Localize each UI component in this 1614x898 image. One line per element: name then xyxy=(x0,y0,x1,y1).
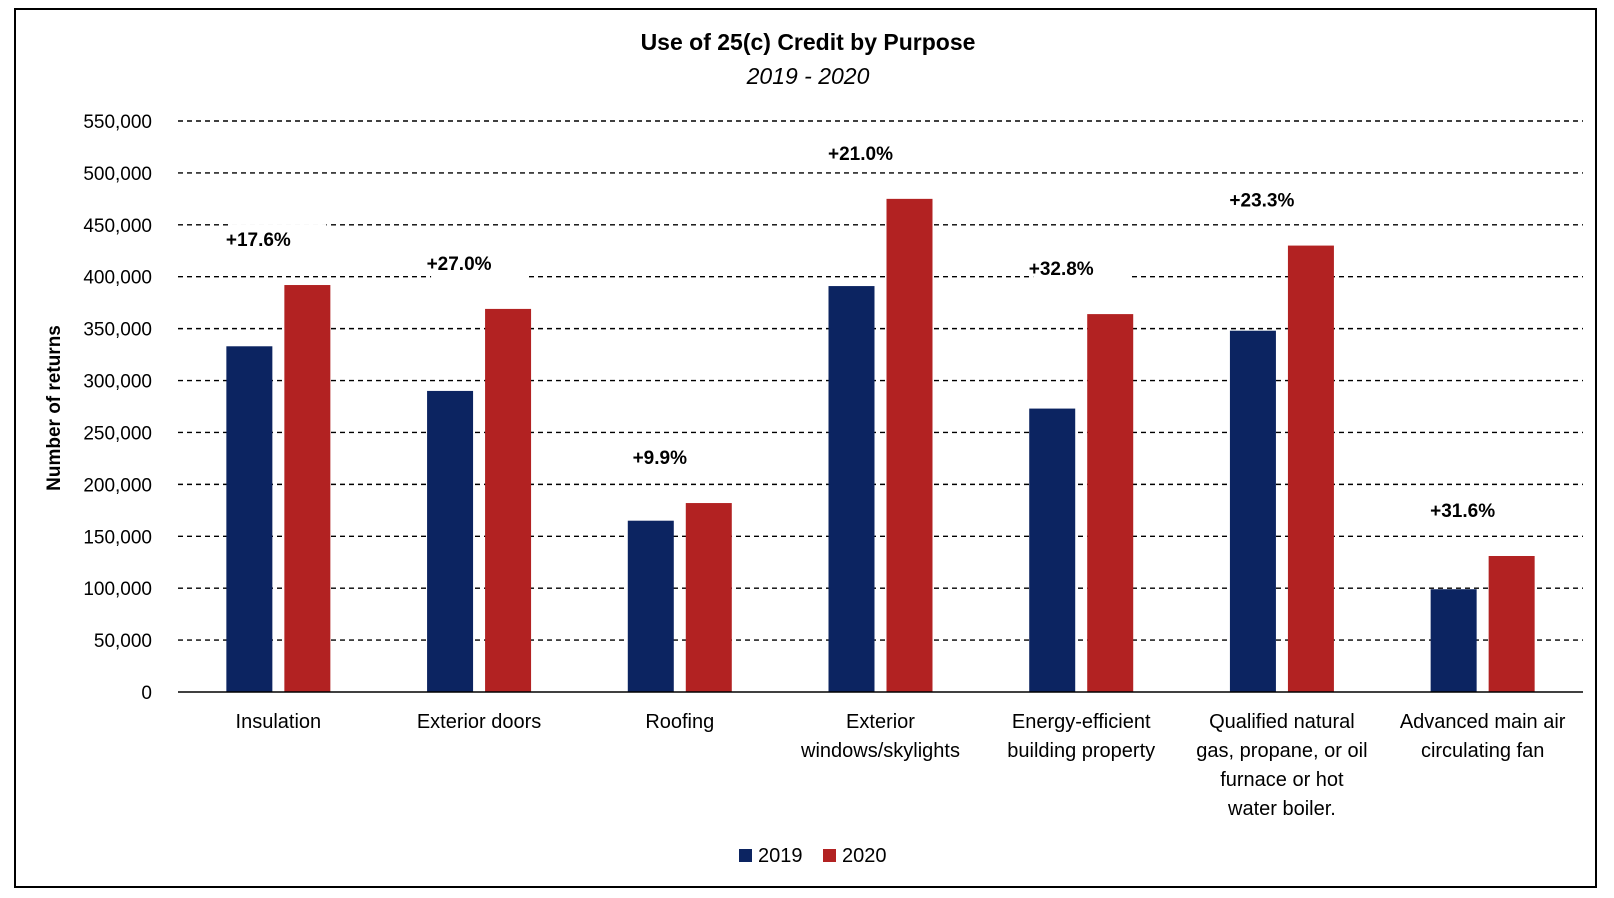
data-label-background xyxy=(1434,494,1531,525)
bar-2019 xyxy=(1430,589,1477,692)
y-tick-label: 550,000 xyxy=(83,112,152,133)
data-label-background xyxy=(230,224,327,255)
x-tick-label: gas, propane, or oil xyxy=(1196,740,1367,762)
bars xyxy=(226,198,1535,692)
data-label: +23.3% xyxy=(1229,191,1294,212)
data-label: +21.0% xyxy=(828,144,893,165)
bar-2020 xyxy=(485,308,532,692)
x-tick-label: furnace or hot xyxy=(1220,769,1344,791)
data-label: +31.6% xyxy=(1430,501,1495,522)
bar-2019 xyxy=(427,390,474,692)
legend-label-2020: 2020 xyxy=(842,845,887,867)
x-axis-categories: Insulation Exterior doors Roofing Exterior w… xyxy=(236,711,1566,820)
legend-label-2019: 2019 xyxy=(758,845,803,867)
data-label-background xyxy=(1233,184,1330,215)
x-tick-label: Qualified natural xyxy=(1209,711,1355,733)
x-tick-label: windows/skylights xyxy=(800,740,960,762)
x-tick-label: Exterior doors xyxy=(417,711,542,733)
gridlines xyxy=(178,120,1583,641)
bar-2020 xyxy=(284,285,331,692)
bar-2020 xyxy=(685,503,732,692)
x-tick-label: water boiler. xyxy=(1227,798,1336,820)
legend-swatch-2019 xyxy=(739,849,752,862)
bar-2019 xyxy=(1229,330,1276,692)
y-tick-label: 250,000 xyxy=(83,423,152,444)
x-tick-label: Roofing xyxy=(645,711,714,733)
bar-2019 xyxy=(1029,408,1076,692)
data-label: +17.6% xyxy=(226,230,291,251)
y-tick-label: 400,000 xyxy=(83,268,152,289)
y-tick-label: 200,000 xyxy=(83,475,152,496)
y-tick-label: 50,000 xyxy=(94,631,152,652)
bar-2020 xyxy=(886,198,933,692)
chart-subtitle: 2019 - 2020 xyxy=(746,63,870,89)
x-tick-label: Exterior xyxy=(846,711,915,733)
data-label-background xyxy=(832,137,929,168)
data-label-background xyxy=(431,247,528,278)
y-tick-label: 100,000 xyxy=(83,579,152,600)
data-label: +27.0% xyxy=(427,254,492,275)
y-tick-label: 500,000 xyxy=(83,164,152,185)
y-axis-ticks: 0 50,000 100,000 150,000 200,000 250,000 300,0… xyxy=(83,112,152,704)
legend: 2019 2020 xyxy=(739,845,887,867)
y-tick-label: 450,000 xyxy=(83,216,152,237)
bar-2020 xyxy=(1287,245,1334,692)
x-tick-label: Energy-efficient xyxy=(1012,711,1151,733)
bar-2020 xyxy=(1488,555,1535,692)
bar-2019 xyxy=(627,520,674,692)
y-tick-label: 300,000 xyxy=(83,372,152,393)
bar-2020 xyxy=(1087,314,1134,692)
x-tick-label: building property xyxy=(1007,740,1155,762)
x-tick-label: circulating fan xyxy=(1421,740,1544,762)
legend-swatch-2020 xyxy=(823,849,836,862)
x-tick-label: Insulation xyxy=(236,711,322,733)
chart-title: Use of 25(c) Credit by Purpose xyxy=(641,29,976,55)
data-label-background xyxy=(631,442,728,473)
y-tick-label: 0 xyxy=(141,683,152,704)
y-axis-label: Number of returns xyxy=(44,325,65,491)
data-label: +32.8% xyxy=(1029,259,1094,280)
y-tick-label: 150,000 xyxy=(83,527,152,548)
data-label-background xyxy=(1033,253,1130,284)
x-tick-label: Advanced main air xyxy=(1400,711,1566,733)
data-labels: +17.6% +27.0% +9.9% +21.0% +32.8% +23.3% +31.6… xyxy=(226,137,1531,525)
y-tick-label: 350,000 xyxy=(83,320,152,341)
data-label: +9.9% xyxy=(633,448,688,469)
bar-2019 xyxy=(828,286,875,692)
bar-2019 xyxy=(226,346,273,692)
